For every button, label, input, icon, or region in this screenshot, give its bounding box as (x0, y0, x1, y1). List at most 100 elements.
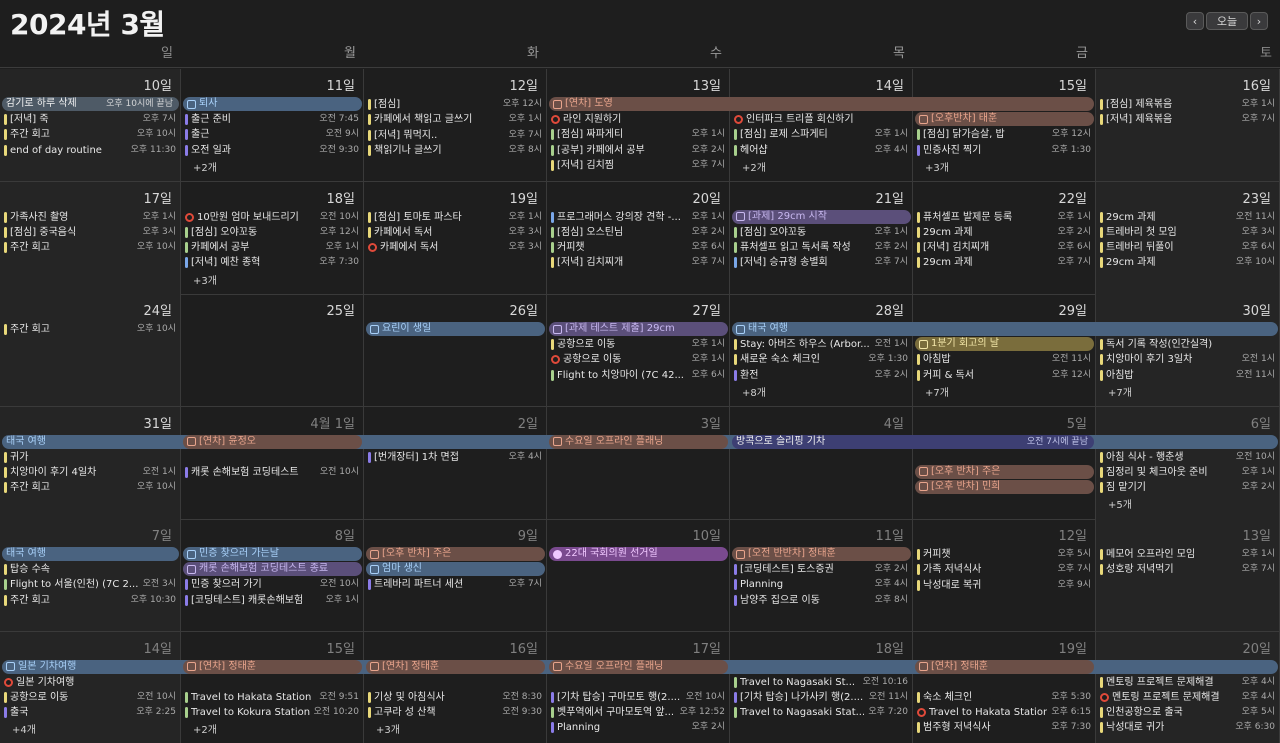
day-cell[interactable]: 6일 (1096, 406, 1280, 519)
day-cell[interactable]: 16일 (364, 631, 547, 743)
day-cell[interactable]: 24일 (0, 294, 181, 406)
timed-event[interactable]: 트레바리 첫 모임 오후 3시 (1100, 225, 1277, 240)
timed-event[interactable]: 탑승 수속 (4, 562, 178, 577)
timed-event[interactable]: Travel to Hakata Station 오후 6:15 (917, 705, 1093, 720)
timed-event[interactable]: Flight to 치앙마이 (7C 42... 오후 6시 (551, 368, 727, 383)
day-cell[interactable]: 18일 (181, 181, 364, 294)
timed-event[interactable]: Stay: 아버즈 하우스 (Arbor... 오전 1시 (734, 337, 910, 352)
day-cell[interactable]: 28일 (730, 294, 913, 406)
more-events-link[interactable]: +3개 (925, 162, 949, 174)
timed-event[interactable]: 멘토링 프로젝트 문제해결 오후 4시 (1100, 690, 1277, 705)
timed-event[interactable]: 독서 기록 작성(인간실격) (1100, 337, 1277, 352)
timed-event[interactable]: 주간 회고 오후 10시 (4, 480, 178, 495)
day-cell[interactable]: 11일 (181, 69, 364, 181)
day-cell[interactable]: 23일 (1096, 181, 1280, 294)
day-cell[interactable]: 17일 (0, 181, 181, 294)
timed-event[interactable]: Travel to Nagasaki St... 오전 10:16 (734, 675, 910, 690)
timed-event[interactable]: Travel to Hakata Station 오전 9:51 (185, 690, 361, 705)
timed-event[interactable]: [점심] 오야꼬동 오후 1시 (734, 225, 910, 240)
timed-event[interactable]: Flight to 서울(인천) (7C 2... 오전 3시 (4, 577, 178, 592)
all-day-event[interactable]: [연차] 정태훈 (183, 659, 362, 674)
timed-event[interactable]: 출근 준비 오전 7:45 (185, 112, 361, 127)
timed-event[interactable]: Planning 오후 4시 (734, 577, 910, 592)
day-cell[interactable]: 27일 (547, 294, 730, 406)
all-day-event[interactable]: 수요일 오프라인 플래닝 (549, 434, 728, 449)
timed-event[interactable]: 트레바리 뒤풀이 오후 6시 (1100, 240, 1277, 255)
timed-event[interactable]: 퓨처셀프 읽고 독서록 작성 오후 2시 (734, 240, 910, 255)
timed-event[interactable]: 출국 오후 2:25 (4, 705, 178, 720)
day-cell[interactable]: 26일 (364, 294, 547, 406)
timed-event[interactable]: 커피 & 독서 오후 12시 (917, 368, 1093, 383)
timed-event[interactable]: end of day routine 오후 11:30 (4, 143, 178, 158)
day-cell[interactable]: 12일 (913, 519, 1096, 631)
day-cell[interactable]: 11일 (730, 519, 913, 631)
more-events-link[interactable]: +7개 (1108, 387, 1132, 399)
timed-event[interactable]: [점심] 오스틴님 오후 2시 (551, 225, 727, 240)
all-day-event[interactable]: 캐롯 손해보험 코딩테스트 종료 (183, 562, 362, 576)
day-cell[interactable]: 12일 (364, 69, 547, 181)
more-events-link[interactable]: +5개 (1108, 500, 1132, 512)
timed-event[interactable]: 범주형 저녁식사 오후 7:30 (917, 720, 1093, 735)
timed-event[interactable]: 환전 오후 2시 (734, 368, 910, 383)
all-day-event[interactable]: 퇴사 (183, 97, 362, 111)
timed-event[interactable]: [저녁] 뭐먹지.. 오후 7시 (368, 128, 544, 143)
timed-event[interactable]: [저녁] 예찬 종혁 오후 7:30 (185, 255, 361, 270)
more-events-link[interactable]: +2개 (193, 725, 217, 737)
all-day-event[interactable]: [연차] 윤정오 (183, 434, 362, 449)
timed-event[interactable]: 퓨처셀프 발제문 등록 오후 1시 (917, 210, 1093, 225)
timed-event[interactable]: 치앙마이 후기 3일차 오전 1시 (1100, 352, 1277, 367)
timed-event[interactable]: [점심] 로제 스파게티 오후 1시 (734, 127, 910, 142)
timed-event[interactable]: 메모어 오프라인 모임 오후 1시 (1100, 547, 1277, 562)
timed-event[interactable]: Travel to Kokura Station 오전 10:20 (185, 705, 361, 720)
timed-event[interactable]: 민증 찾으러 가기 오전 10시 (185, 577, 361, 592)
timed-event[interactable]: 출근 오전 9시 (185, 127, 361, 142)
prev-month-button[interactable]: ‹ (1186, 12, 1204, 30)
all-day-event[interactable]: [연차] 정태훈 (915, 659, 1094, 674)
timed-event[interactable]: Planning 오후 2시 (551, 720, 727, 735)
timed-event[interactable]: 캐롯 손해보험 코딩테스트 오전 10시 (185, 465, 361, 480)
day-cell[interactable]: 22일 (913, 181, 1096, 294)
timed-event[interactable]: 공항으로 이동 오전 10시 (4, 690, 178, 705)
all-day-event[interactable]: 태국 여행 (2, 547, 179, 561)
timed-event[interactable]: [저녁] 김치찜 오후 7시 (551, 158, 727, 173)
timed-event[interactable]: [저녁] 승규형 송별회 오후 7시 (734, 255, 910, 270)
day-cell[interactable]: 4일 (730, 406, 913, 519)
more-events-link[interactable]: +2개 (742, 162, 766, 174)
timed-event[interactable]: 커피챗 오후 6시 (551, 240, 727, 255)
all-day-event[interactable]: 태국 여행 (732, 322, 1278, 336)
timed-event[interactable]: 낙성대로 복귀 오후 9시 (917, 578, 1093, 593)
all-day-event[interactable]: 방콕으로 슬리핑 기차 오전 7시에 끝남 (732, 434, 1094, 449)
day-cell[interactable]: 19일 (364, 181, 547, 294)
next-month-button[interactable]: › (1250, 12, 1268, 30)
day-cell[interactable]: 17일 (547, 631, 730, 743)
today-button[interactable]: 오늘 (1206, 12, 1248, 30)
day-cell[interactable]: 20일 (1096, 631, 1280, 743)
all-day-event[interactable]: [오후 반차] 주은 (915, 464, 1094, 479)
all-day-event[interactable]: 수요일 오프라인 플래닝 (549, 659, 728, 674)
timed-event[interactable]: 29cm 과제 오후 2시 (917, 225, 1093, 240)
day-cell[interactable]: 8일 (181, 519, 364, 631)
timed-event[interactable]: 주간 회고 오후 10시 (4, 322, 178, 337)
more-events-link[interactable]: +3개 (376, 725, 400, 737)
day-cell[interactable]: 3일 (547, 406, 730, 519)
day-cell[interactable]: 9일 (364, 519, 547, 631)
all-day-event[interactable]: 엄마 생신 (366, 562, 545, 576)
timed-event[interactable]: [저녁] 제육볶음 오후 7시 (1100, 112, 1277, 127)
timed-event[interactable]: [기차 탑승] 구마모토 행(2.... 오전 10시 (551, 690, 727, 705)
timed-event[interactable]: [점심] 오야꼬동 오후 12시 (185, 225, 361, 240)
timed-event[interactable]: 29cm 과제 오전 11시 (1100, 210, 1277, 225)
day-cell[interactable]: 31일 (0, 406, 181, 519)
timed-event[interactable]: 29cm 과제 오후 7시 (917, 255, 1093, 270)
timed-event[interactable]: 짐 맡기기 오후 2시 (1100, 480, 1277, 495)
timed-event[interactable]: [기차 탑승] 나가사키 행(2.... 오전 11시 (734, 690, 910, 705)
timed-event[interactable]: [저녁] 김치찌개 오후 6시 (917, 240, 1093, 255)
timed-event[interactable]: 헤어샵 오후 4시 (734, 143, 910, 158)
timed-event[interactable]: 주간 회고 오후 10시 (4, 127, 178, 142)
timed-event[interactable]: 카페에서 독서 오후 3시 (368, 240, 544, 255)
timed-event[interactable]: 공항으로 이동 오후 1시 (551, 352, 727, 367)
timed-event[interactable]: [코딩테스트] 캐롯손해보험 오후 1시 (185, 593, 361, 608)
timed-event[interactable]: [점심] 중국음식 오후 3시 (4, 225, 178, 240)
day-cell[interactable]: 15일 (181, 631, 364, 743)
timed-event[interactable]: [번개장터] 1차 면접 오후 4시 (368, 450, 544, 465)
timed-event[interactable]: 아침밥 오전 11시 (1100, 368, 1277, 383)
